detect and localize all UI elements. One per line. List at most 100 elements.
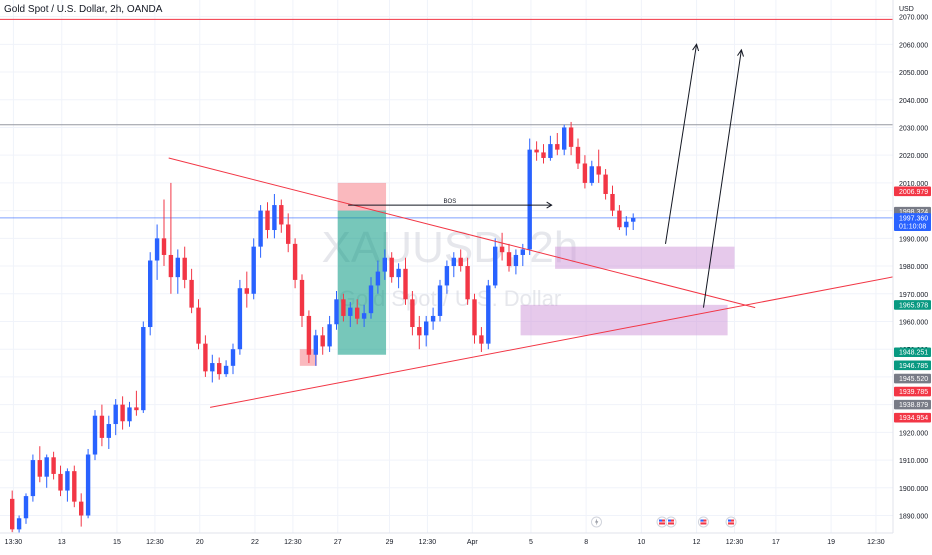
- time-tick-label: 12:30: [146, 539, 164, 546]
- candle-body: [624, 221, 629, 228]
- price-label-text: 1945.520: [899, 376, 928, 383]
- time-tick-label: 12:30: [284, 539, 302, 546]
- time-tick-label: 20: [196, 539, 204, 546]
- candle-body: [348, 307, 353, 316]
- candle-body: [265, 210, 270, 231]
- candle-body: [396, 268, 401, 278]
- candle-body: [575, 146, 581, 164]
- time-tick-label: 13:30: [5, 539, 23, 546]
- price-tick-label: 2050.000: [899, 70, 928, 77]
- candle-body: [258, 210, 263, 247]
- price-tick-label: 2070.000: [899, 15, 928, 22]
- candle-body: [148, 260, 153, 328]
- candle-body: [437, 285, 443, 316]
- time-tick-label: 15: [113, 539, 121, 546]
- candle-body: [334, 299, 339, 325]
- candle-body: [341, 299, 346, 316]
- projection-arrow[interactable]: [665, 44, 698, 244]
- lightning-glyph: [595, 518, 599, 526]
- candle-body: [272, 205, 277, 231]
- candle-body: [527, 149, 532, 250]
- position-stop-zone: [337, 182, 387, 211]
- candle-body: [175, 257, 180, 278]
- candle-body: [417, 327, 422, 336]
- bos-label: BOS: [444, 199, 457, 205]
- candle-body: [320, 335, 325, 347]
- price-label-text: 1997.360: [899, 215, 928, 222]
- candle-body: [99, 415, 105, 438]
- candle-body: [286, 224, 291, 244]
- flag-canton: [659, 519, 663, 522]
- trendline[interactable]: [168, 157, 756, 309]
- candle-body: [520, 249, 525, 255]
- candle-body: [92, 415, 98, 455]
- candle-body: [361, 313, 367, 319]
- time-tick-label: 8: [584, 539, 588, 546]
- candle-body: [210, 363, 215, 372]
- time-tick-label: 10: [637, 539, 645, 546]
- price-tick-label: 1990.000: [899, 236, 928, 243]
- price-tick-label: 2040.000: [899, 98, 928, 105]
- price-label-text: 1946.785: [899, 363, 928, 370]
- candle-body: [410, 299, 415, 328]
- candle-body: [306, 315, 312, 355]
- candle-body: [23, 496, 29, 519]
- candle-body: [548, 144, 553, 158]
- candle-body: [203, 343, 208, 372]
- candle-body: [327, 324, 332, 347]
- candle-body: [375, 271, 381, 286]
- candle-body: [355, 307, 360, 319]
- time-tick-label: 12:30: [726, 539, 744, 546]
- projection-arrow[interactable]: [702, 49, 742, 308]
- price-label-badge: [894, 221, 931, 231]
- time-tick-label: 13: [58, 539, 66, 546]
- candle-body: [589, 166, 594, 183]
- candle-body: [631, 217, 636, 222]
- candles: [10, 121, 636, 535]
- candle-body: [299, 279, 305, 316]
- candle-body: [223, 365, 229, 375]
- price-tick-label: 1980.000: [899, 264, 928, 271]
- flag-canton: [700, 519, 704, 522]
- flag-canton: [728, 519, 732, 522]
- candle-body: [251, 246, 256, 294]
- candle-body: [168, 254, 174, 278]
- drawings-front[interactable]: BOS: [168, 43, 921, 408]
- time-tick-label: 27: [334, 539, 342, 546]
- candle-body: [127, 407, 132, 422]
- event-icons[interactable]: [591, 516, 737, 528]
- candle-body: [513, 254, 519, 267]
- candle-body: [72, 471, 77, 502]
- bos-arrow-head: [546, 201, 553, 209]
- price-label-badge: [894, 360, 931, 371]
- candle-body: [479, 335, 484, 344]
- time-axis[interactable]: 13:30 13 15 12:30 20 22 12:30 27 29 12:30 Apr 5 8 10 1…: [0, 532, 893, 550]
- time-axis-background: [0, 533, 893, 550]
- price-tick-label: 2030.000: [899, 125, 928, 132]
- projection-arrow-head: [692, 43, 700, 52]
- price-label-text: 1965.978: [899, 302, 928, 309]
- price-tick-label: 1920.000: [899, 430, 928, 437]
- candle-body: [486, 285, 491, 344]
- price-label-text: 1934.954: [899, 415, 928, 422]
- time-tick-label: 12:30: [867, 539, 885, 546]
- price-tick-label: 1970.000: [899, 292, 928, 299]
- price-tick-label: 2020.000: [899, 153, 928, 160]
- candle-body: [217, 363, 222, 375]
- candle-body: [189, 279, 194, 308]
- candle-body: [51, 457, 56, 474]
- price-axis[interactable]: USD1890.0001900.0001910.0001920.0001930.…: [892, 0, 932, 550]
- candle-body: [582, 163, 588, 183]
- candle-body: [451, 257, 456, 267]
- time-tick-label: 5: [529, 539, 533, 546]
- candle-body: [37, 460, 42, 477]
- candle-body: [596, 166, 601, 175]
- price-label-text: 2006.979: [899, 189, 928, 196]
- candle-body: [113, 404, 118, 425]
- price-tick-label: 1960.000: [899, 319, 928, 326]
- time-tick-label: 12: [693, 539, 701, 546]
- trendline[interactable]: [210, 271, 921, 408]
